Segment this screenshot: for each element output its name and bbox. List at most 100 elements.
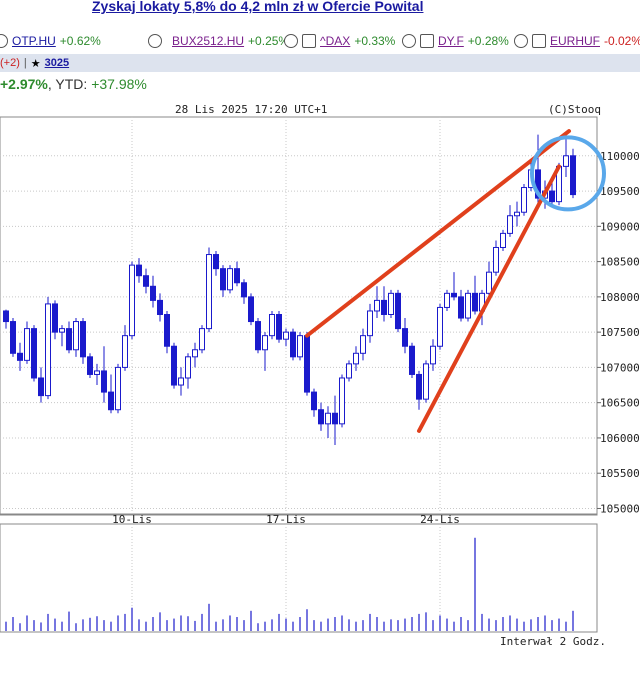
candle-body	[178, 377, 184, 386]
candle-body	[17, 352, 23, 361]
candle-body	[59, 328, 65, 333]
candle-body	[227, 268, 233, 291]
sub-toolbar: (+2) | ★ 3025	[0, 54, 640, 72]
highlight-circle	[530, 135, 606, 212]
y-tick-label: 109000	[600, 220, 640, 233]
candle-body	[94, 370, 100, 375]
ticker-bux[interactable]: BUX2512.HU +0.25%	[148, 34, 289, 48]
candle-body	[402, 328, 408, 347]
ticker-checkbox[interactable]	[302, 34, 316, 48]
candle-body	[171, 345, 177, 386]
ticker-dy[interactable]: DY.F +0.28%	[402, 34, 509, 48]
candle-body	[45, 303, 51, 397]
ticker-checkbox[interactable]	[532, 34, 546, 48]
y-tick-label: 109500	[600, 185, 640, 198]
star-icon[interactable]: ★	[30, 57, 41, 70]
candle-body	[87, 356, 93, 375]
candle-body	[213, 254, 219, 270]
y-tick-label: 108000	[600, 291, 640, 304]
watchlist-id-link[interactable]: 3025	[44, 57, 70, 69]
ticker-strip: OTP.HU +0.62% BUX2512.HU +0.25% ^DAX +0.…	[0, 30, 640, 54]
candle-body	[52, 303, 58, 333]
candle-body	[262, 335, 268, 351]
ticker-otp[interactable]: OTP.HU +0.62%	[0, 34, 101, 48]
candle-body	[367, 310, 373, 337]
y-tick-label: 108500	[600, 256, 640, 269]
y-tick-label: 107000	[600, 361, 640, 374]
y-tick-label: 106500	[600, 397, 640, 410]
y-tick-label: 105000	[600, 502, 640, 515]
candle-body	[241, 282, 247, 298]
candle-body	[24, 328, 30, 361]
candle-body	[136, 264, 142, 277]
ticker-change: -0.02%	[604, 34, 640, 48]
candle-body	[115, 366, 121, 411]
candle-body	[381, 299, 387, 315]
volume-bars	[5, 537, 574, 631]
candle-body	[514, 211, 520, 217]
ticker-symbol[interactable]: ^DAX	[320, 34, 351, 48]
ytd-label: , YTD:	[47, 76, 92, 92]
candle-body	[3, 310, 9, 323]
ticker-symbol[interactable]: EURHUF	[550, 34, 600, 48]
trendline-lower	[417, 164, 561, 433]
ticker-dax[interactable]: ^DAX +0.33%	[284, 34, 395, 48]
candle-body	[346, 363, 352, 379]
candle-body	[409, 345, 415, 375]
candle-body	[192, 349, 198, 358]
divider: |	[23, 57, 27, 69]
candle-body	[318, 409, 324, 425]
candle-body	[122, 335, 128, 368]
ticker-symbol[interactable]: DY.F	[438, 34, 464, 48]
candle-body	[493, 246, 499, 273]
x-tick-label: 24-Lis	[420, 513, 460, 526]
candle-body	[465, 292, 471, 319]
price-chart: 28 Lis 2025 17:20 UTC+1 (C)Stooq Interwa…	[0, 103, 640, 648]
candle-body	[31, 328, 37, 379]
candle-body	[521, 187, 527, 213]
trendline-upper	[305, 129, 571, 338]
candle-body	[276, 314, 282, 340]
ticker-radio[interactable]	[402, 34, 416, 48]
ticker-radio[interactable]	[284, 34, 298, 48]
candle-body	[129, 264, 135, 337]
candle-body	[325, 412, 331, 425]
candle-body	[360, 335, 366, 354]
chart-credit: (C)Stooq	[548, 103, 601, 116]
interval-label: Interwał 2 Godz.	[500, 635, 606, 648]
promo-link[interactable]: Zyskaj lokaty 5,8% do 4,2 mln zł w Oferc…	[92, 0, 424, 14]
candle-body	[304, 335, 310, 393]
candle-body	[486, 271, 492, 294]
candle-body	[108, 391, 114, 411]
candle-body	[444, 292, 450, 308]
candle-body	[374, 299, 380, 312]
x-tick-label: 10-Lis	[112, 513, 152, 526]
candle-body	[353, 352, 359, 365]
ticker-radio[interactable]	[0, 34, 8, 48]
chart-frame	[0, 116, 598, 516]
candle-body	[283, 331, 289, 340]
ticker-radio[interactable]	[148, 34, 162, 48]
candle-body	[206, 254, 212, 330]
ticker-symbol[interactable]: BUX2512.HU	[172, 34, 245, 48]
ticker-eurhuf[interactable]: EURHUF -0.02%	[514, 34, 640, 48]
candle-body	[255, 321, 261, 351]
ticker-change: +0.62%	[59, 34, 101, 48]
candle-body	[563, 155, 569, 167]
ticker-symbol[interactable]: OTP.HU	[12, 34, 56, 48]
y-tick-label: 105500	[600, 467, 640, 480]
candle-body	[101, 370, 107, 393]
volume-frame	[0, 523, 598, 633]
candle-body	[150, 285, 156, 301]
candle-body	[290, 331, 296, 358]
candle-body	[451, 292, 457, 298]
ticker-checkbox[interactable]	[420, 34, 434, 48]
chart-timestamp: 28 Lis 2025 17:20 UTC+1	[175, 103, 327, 116]
candles	[3, 134, 576, 445]
grid	[0, 117, 597, 632]
ticker-change: +0.33%	[354, 34, 396, 48]
ticker-radio[interactable]	[514, 34, 528, 48]
candle-body	[472, 292, 478, 312]
candle-body	[507, 215, 513, 234]
candle-body	[332, 412, 338, 425]
